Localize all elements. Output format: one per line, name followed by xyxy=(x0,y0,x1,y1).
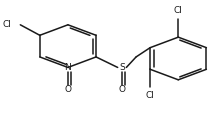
Text: Cl: Cl xyxy=(3,20,12,29)
Text: S: S xyxy=(119,63,125,72)
Text: N: N xyxy=(65,63,71,72)
Text: Cl: Cl xyxy=(174,6,183,15)
Text: O: O xyxy=(64,85,71,94)
Text: Cl: Cl xyxy=(146,91,155,100)
Text: O: O xyxy=(118,85,125,94)
